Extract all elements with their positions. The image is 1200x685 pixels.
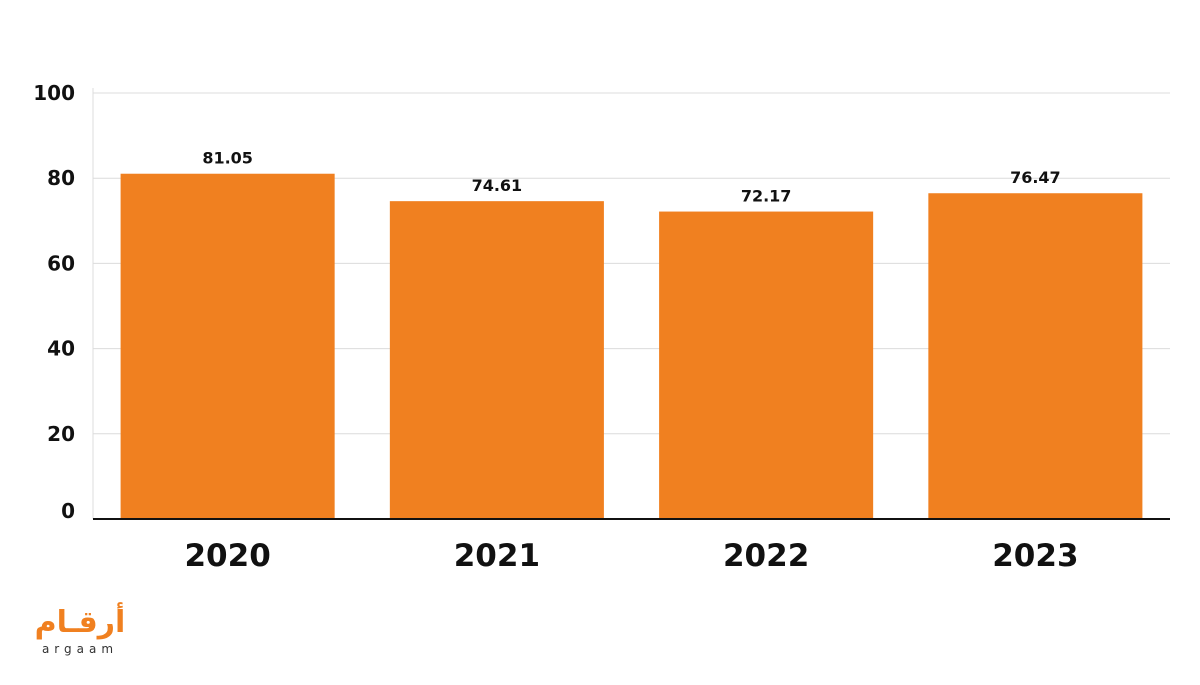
x-tick-label: 2022 (723, 538, 809, 574)
y-tick-label: 40 (47, 337, 75, 361)
logo-latin-text: argaam (41, 642, 119, 656)
bar-2021 (389, 201, 604, 519)
y-axis-ticks: 0 20 40 60 80 100 (33, 81, 75, 523)
y-tick-label: 20 (47, 422, 75, 446)
data-label: 74.61 (472, 176, 523, 195)
x-tick-label: 2023 (992, 538, 1078, 574)
data-labels: 81.05 74.61 72.17 76.47 (202, 149, 1060, 206)
bar-2023 (928, 193, 1143, 519)
y-tick-label: 100 (33, 81, 75, 105)
data-label: 81.05 (202, 149, 253, 168)
data-label: 76.47 (1010, 168, 1061, 187)
bar-2022 (659, 211, 874, 520)
x-tick-label: 2021 (454, 538, 540, 574)
bar-2020 (120, 173, 335, 520)
bars (120, 173, 1143, 520)
y-tick-label: 0 (61, 499, 75, 523)
logo-arabic-text: أرقـام (34, 605, 126, 640)
argaam-logo: أرقـام argaam (26, 606, 138, 662)
data-label: 72.17 (741, 187, 792, 206)
x-tick-label: 2020 (184, 538, 270, 574)
y-tick-label: 80 (47, 166, 75, 190)
x-axis-labels: 2020 2021 2022 2023 (184, 538, 1078, 574)
y-tick-label: 60 (47, 251, 75, 275)
